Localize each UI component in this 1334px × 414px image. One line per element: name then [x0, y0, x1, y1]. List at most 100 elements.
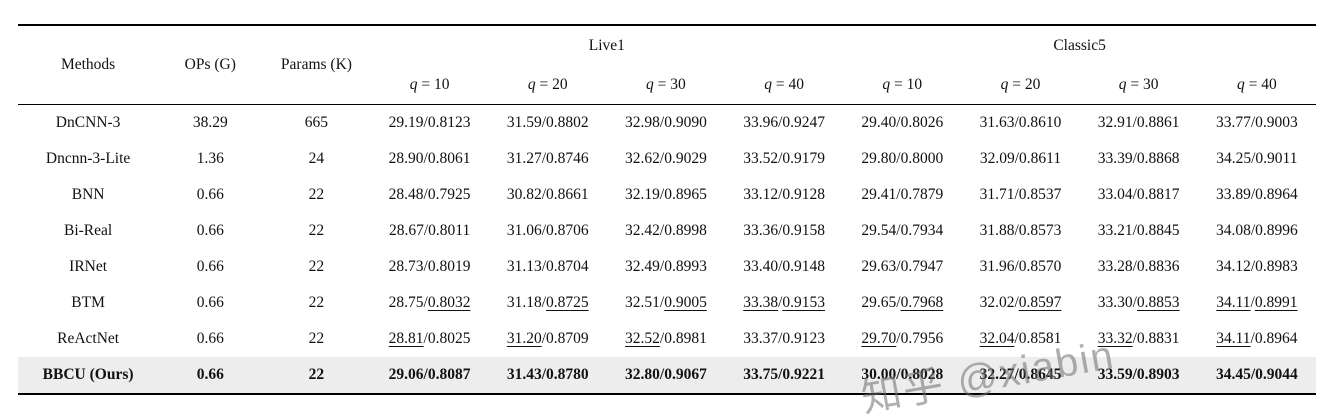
psnr-ssim-cell: 31.43/0.8780: [488, 357, 607, 394]
params-value: 22: [262, 357, 371, 394]
ops-value: 1.36: [196, 150, 224, 167]
psnr-ssim-cell: 28.67/0.8011: [388, 222, 471, 239]
group-header-live1: Live1: [588, 37, 625, 54]
q-column-header: q = 20: [488, 66, 607, 105]
psnr-ssim-cell: 33.04/0.8817: [1097, 186, 1180, 203]
psnr-ssim-cell: 33.28/0.8836: [1097, 258, 1180, 275]
psnr-ssim-cell: 32.09/0.8611: [979, 150, 1062, 167]
ops-value: 0.66: [196, 222, 224, 239]
psnr-ssim-cell: 28.73/0.8019: [388, 258, 471, 275]
psnr-ssim-cell: 31.06/0.8706: [506, 222, 589, 239]
psnr-ssim-cell: 32.80/0.9067: [606, 357, 726, 394]
q-column-header: q = 30: [606, 66, 726, 105]
psnr-ssim-cell: 32.49/0.8993: [625, 258, 707, 275]
psnr-ssim-cell: 33.77/0.9003: [1215, 114, 1298, 131]
params-value: 22: [308, 186, 325, 203]
psnr-ssim-cell: 34.11/0.8964: [1216, 330, 1298, 347]
table-header: Methods OPs (G) Params (K) Live1 Classic…: [18, 25, 1316, 105]
group-header-classic5: Classic5: [1053, 37, 1106, 54]
params-value: 22: [308, 258, 325, 275]
psnr-ssim-cell: 32.62/0.9029: [625, 150, 707, 167]
q-column-header: q = 30: [1079, 66, 1198, 105]
method-name: DnCNN-3: [55, 114, 121, 131]
psnr-ssim-cell: 33.59/0.8903: [1079, 357, 1198, 394]
psnr-ssim-cell: 33.37/0.9123: [743, 330, 826, 347]
psnr-ssim-cell: 29.06/0.8087: [370, 357, 489, 394]
psnr-ssim-cell: 34.25/0.9011: [1216, 150, 1298, 167]
psnr-ssim-cell: 33.30/0.8853: [1097, 294, 1180, 311]
col-header-methods: Methods: [18, 25, 159, 105]
psnr-ssim-cell: 28.48/0.7925: [388, 186, 471, 203]
psnr-ssim-cell: 33.52/0.9179: [743, 150, 826, 167]
psnr-ssim-cell: 31.13/0.8704: [506, 258, 589, 275]
params-value: 24: [308, 150, 325, 167]
psnr-ssim-cell: 31.27/0.8746: [506, 150, 589, 167]
ops-value: 0.66: [158, 357, 263, 394]
psnr-ssim-cell: 33.89/0.8964: [1215, 186, 1298, 203]
psnr-ssim-cell: 29.70/0.7956: [861, 330, 944, 347]
psnr-ssim-cell: 30.00/0.8028: [843, 357, 962, 394]
psnr-ssim-cell: 33.96/0.9247: [743, 114, 826, 131]
psnr-ssim-cell: 28.90/0.8061: [388, 150, 471, 167]
params-value: 665: [304, 114, 329, 131]
psnr-ssim-cell: 31.59/0.8802: [506, 114, 589, 131]
psnr-ssim-cell: 33.75/0.9221: [725, 357, 844, 394]
psnr-ssim-cell: 32.04/0.8581: [979, 330, 1062, 347]
method-name: BNN: [71, 186, 105, 203]
psnr-ssim-cell: 31.63/0.8610: [979, 114, 1062, 131]
psnr-ssim-cell: 29.65/0.7968: [861, 294, 944, 311]
psnr-ssim-cell: 29.80/0.8000: [861, 150, 944, 167]
q-column-header: q = 10: [843, 66, 962, 105]
method-name: Dncnn-3-Lite: [45, 150, 131, 167]
psnr-ssim-cell: 28.75/0.8032: [388, 294, 471, 311]
psnr-ssim-cell: 33.12/0.9128: [743, 186, 826, 203]
psnr-ssim-cell: 31.96/0.8570: [979, 258, 1062, 275]
psnr-ssim-cell: 32.42/0.8998: [625, 222, 707, 239]
psnr-ssim-cell: 33.21/0.8845: [1097, 222, 1180, 239]
ops-value: 0.66: [196, 186, 224, 203]
psnr-ssim-cell: 29.63/0.7947: [861, 258, 944, 275]
method-name: IRNet: [69, 258, 108, 275]
method-row: Dncnn-3-Lite 1.36 24 28.90/0.8061 31.27/0.87…: [18, 141, 1316, 177]
method-name: ReActNet: [57, 330, 120, 347]
header-row-groups: Methods OPs (G) Params (K) Live1 Classic…: [18, 25, 1316, 105]
psnr-ssim-cell: 31.71/0.8537: [979, 186, 1062, 203]
col-header-params: Params (K): [262, 25, 371, 105]
method-row: IRNet 0.66 22 28.73/0.8019 31.13/0.8704 32.49…: [18, 249, 1316, 285]
q-column-header: q = 40: [1197, 66, 1316, 105]
psnr-ssim-cell: 34.08/0.8996: [1215, 222, 1298, 239]
psnr-ssim-cell: 32.98/0.9090: [625, 114, 707, 131]
q-column-header: q = 20: [961, 66, 1080, 105]
psnr-ssim-cell: 33.40/0.9148: [743, 258, 826, 275]
psnr-ssim-cell: 29.19/0.8123: [388, 114, 471, 131]
psnr-ssim-cell: 29.41/0.7879: [861, 186, 944, 203]
ops-value: 0.66: [196, 294, 224, 311]
ops-value: 0.66: [196, 330, 224, 347]
psnr-ssim-cell: 30.82/0.8661: [506, 186, 589, 203]
header-row-quality: q = 10 q = 20 q = 30 q = 40 q = 10 q = 20 q = …: [18, 66, 1316, 105]
psnr-ssim-cell: 33.32/0.8831: [1097, 330, 1180, 347]
q-column-header: q = 10: [370, 66, 489, 105]
col-header-ops: OPs (G): [158, 25, 263, 105]
psnr-ssim-cell: 33.38/0.9153: [743, 294, 826, 311]
params-value: 22: [308, 330, 325, 347]
params-value: 22: [308, 294, 325, 311]
results-table: Methods OPs (G) Params (K) Live1 Classic…: [18, 24, 1316, 395]
method-row: BTM 0.66 22 28.75/0.8032 31.18/0.8725 32.51/0…: [18, 285, 1316, 321]
psnr-ssim-cell: 32.27/0.8645: [961, 357, 1080, 394]
psnr-ssim-cell: 29.54/0.7934: [861, 222, 944, 239]
method-row: Bi-Real 0.66 22 28.67/0.8011 31.06/0.8706 32.…: [18, 213, 1316, 249]
psnr-ssim-cell: 34.45/0.9044: [1197, 357, 1316, 394]
psnr-ssim-cell: 28.81/0.8025: [388, 330, 471, 347]
method-row: DnCNN-3 38.29 665 29.19/0.8123 31.59/0.8802 3…: [18, 105, 1316, 142]
psnr-ssim-cell: 33.39/0.8868: [1097, 150, 1180, 167]
psnr-ssim-cell: 32.02/0.8597: [979, 294, 1062, 311]
psnr-ssim-cell: 31.88/0.8573: [979, 222, 1062, 239]
psnr-ssim-cell: 34.11/0.8991: [1216, 294, 1298, 311]
method-row: BNN 0.66 22 28.48/0.7925 30.82/0.8661 32.19/0…: [18, 177, 1316, 213]
psnr-ssim-cell: 32.52/0.8981: [625, 330, 707, 347]
psnr-ssim-cell: 32.19/0.8965: [625, 186, 707, 203]
psnr-ssim-cell: 32.91/0.8861: [1097, 114, 1180, 131]
psnr-ssim-cell: 33.36/0.9158: [743, 222, 826, 239]
